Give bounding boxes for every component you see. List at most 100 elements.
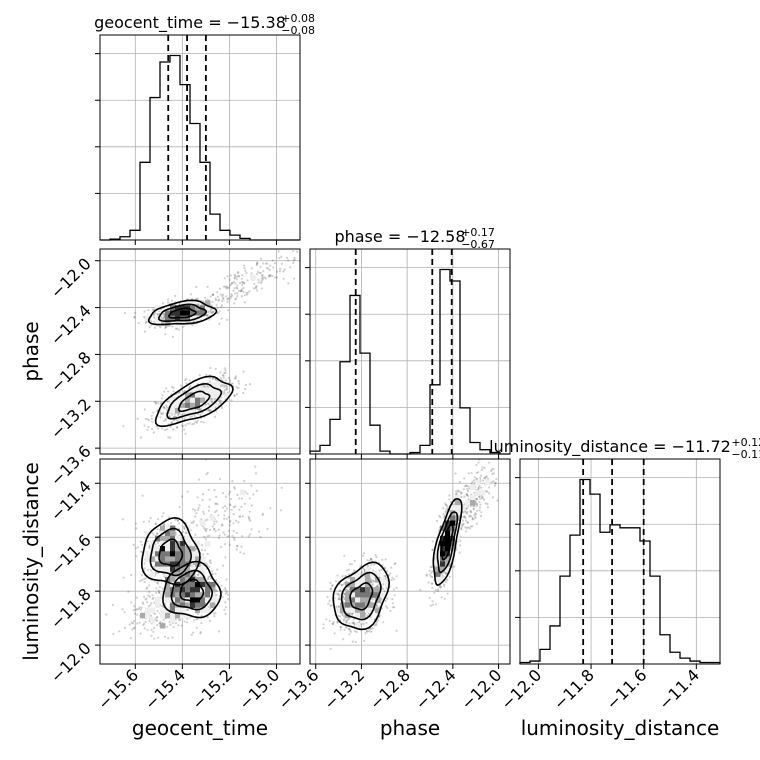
sample-point	[331, 622, 334, 625]
sample-point	[205, 373, 208, 376]
sample-point	[222, 285, 226, 288]
density-cell	[170, 556, 176, 562]
sample-point	[181, 530, 184, 534]
sample-point	[156, 313, 159, 316]
sample-point	[234, 292, 237, 295]
sample-point	[351, 621, 354, 625]
sample-point	[247, 535, 250, 538]
density-cell	[165, 571, 171, 578]
sample-point	[292, 261, 295, 264]
sample-point	[371, 583, 374, 586]
density-cell	[170, 607, 176, 614]
sample-point	[352, 618, 355, 621]
density-cell	[195, 582, 201, 588]
sample-point	[128, 623, 131, 626]
density-cell	[165, 582, 171, 588]
sample-point	[345, 588, 348, 591]
sample-point	[191, 521, 194, 524]
sample-point	[193, 619, 196, 622]
sample-point	[280, 255, 283, 258]
tick-label-x-luminosity_distance: −11.6	[602, 665, 650, 713]
title-plus-phase: +0.17	[461, 226, 495, 239]
density-cell	[200, 520, 206, 527]
sample-point	[362, 552, 365, 555]
density-cell	[175, 407, 181, 414]
sample-point	[342, 615, 346, 618]
sample-point	[206, 285, 209, 288]
sample-point	[366, 614, 369, 617]
density-cell	[155, 597, 161, 603]
sample-point	[227, 309, 230, 312]
sample-point	[223, 389, 226, 392]
sample-point	[342, 583, 345, 586]
sample-point	[383, 590, 386, 593]
sample-point	[202, 553, 205, 556]
density-cell	[205, 387, 211, 393]
sample-point	[384, 558, 387, 561]
sample-point	[197, 413, 200, 416]
sample-point	[348, 633, 351, 636]
sample-point	[252, 287, 256, 290]
sample-point	[361, 554, 364, 557]
sample-point	[261, 274, 264, 277]
density-cell	[165, 587, 171, 593]
sample-point	[205, 527, 208, 531]
sample-point	[136, 608, 139, 611]
sample-point	[185, 531, 188, 535]
sample-point	[152, 630, 155, 633]
sample-point	[233, 394, 236, 398]
density-cell	[190, 597, 196, 603]
sample-point	[208, 534, 211, 537]
sample-point	[375, 605, 378, 608]
sample-point	[177, 624, 180, 627]
sample-point	[148, 595, 151, 598]
sample-point	[241, 535, 244, 538]
density-cell	[210, 382, 216, 388]
sample-point	[391, 598, 394, 601]
sample-point	[259, 265, 262, 269]
density-cell	[240, 489, 246, 496]
sample-point	[161, 587, 164, 590]
sample-point	[341, 575, 344, 578]
sample-point	[338, 594, 341, 597]
sample-point	[352, 622, 355, 625]
sample-point	[204, 385, 207, 388]
sample-point	[170, 392, 173, 396]
title-text-luminosity_distance: luminosity_distance = −11.72	[489, 437, 731, 457]
sample-point	[373, 624, 376, 627]
sample-point	[225, 387, 228, 390]
sample-point	[156, 541, 159, 544]
sample-point	[208, 409, 211, 412]
sample-point	[336, 574, 339, 577]
sample-point	[215, 579, 218, 582]
sample-point	[213, 415, 217, 418]
sample-point	[214, 502, 217, 505]
sample-point	[329, 604, 332, 607]
title-text-phase: phase = −12.58	[334, 227, 465, 246]
sample-point	[392, 588, 395, 591]
sample-point	[353, 569, 356, 572]
sample-point	[383, 575, 386, 578]
density-cell	[165, 315, 171, 322]
sample-point	[268, 269, 271, 272]
sample-point	[211, 377, 214, 380]
sample-point	[239, 551, 242, 554]
sample-point	[144, 598, 147, 601]
sample-point	[201, 498, 204, 502]
density-cell	[175, 597, 181, 603]
density-cell	[185, 602, 191, 609]
sample-point	[370, 558, 373, 561]
density-cell	[155, 546, 161, 552]
sample-point	[227, 534, 230, 538]
density-cell	[205, 541, 211, 547]
panel-geocent_time-luminosity_distance-frame	[99, 458, 301, 665]
sample-point	[227, 598, 230, 601]
sample-point	[250, 272, 253, 275]
density-cell	[170, 576, 176, 583]
sample-point	[190, 633, 193, 636]
sample-point	[167, 637, 170, 640]
sample-point	[162, 406, 165, 409]
sample-point	[153, 612, 157, 616]
sample-point	[287, 282, 290, 285]
